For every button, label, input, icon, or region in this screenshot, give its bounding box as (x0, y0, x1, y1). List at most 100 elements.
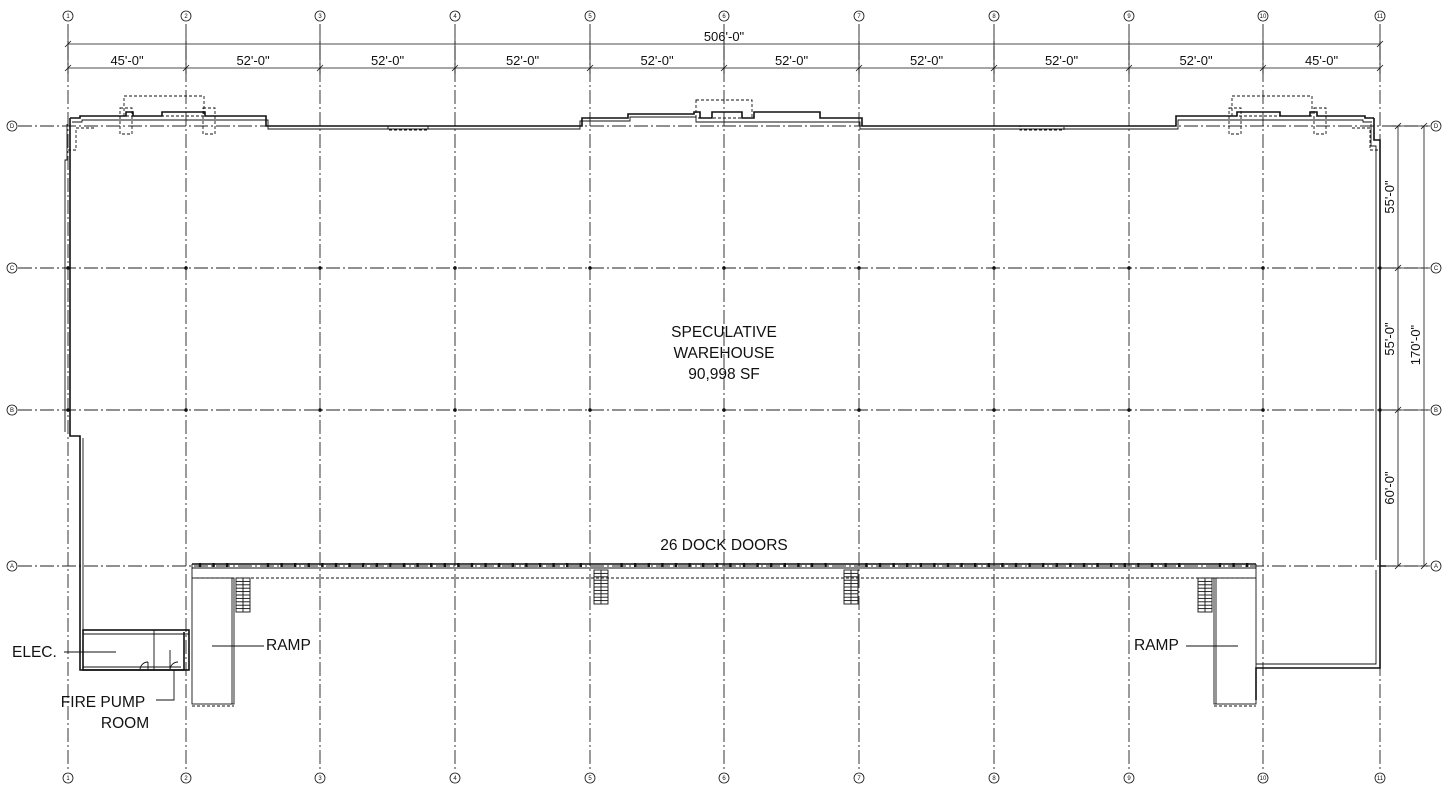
grid-bubble-bottom-8-text: 8 (992, 776, 996, 782)
grid-bubble-top-2-text: 2 (184, 14, 188, 20)
dock-door-tick (1232, 563, 1235, 567)
grid-bubble-left-B-text: B (10, 408, 14, 414)
grid-bubble-left-D-circle (6, 120, 18, 132)
grid-bubble-bottom-2-text: 2 (184, 776, 188, 782)
dock-door-tick (729, 563, 732, 567)
grid-bubble-top-3-text: 3 (318, 14, 322, 20)
dock-door-tick (1137, 563, 1140, 567)
dock-door-tick (579, 563, 582, 567)
dock-door-tick (674, 563, 678, 567)
grid-bubble-top-1-text: 1 (66, 14, 70, 20)
grid-bubble-top-7-circle (853, 10, 865, 22)
grid-dot (453, 408, 457, 412)
grid-bubble-bottom-3-circle (314, 772, 326, 784)
dock-door-tick (933, 563, 936, 567)
dock-door-tick (688, 563, 691, 567)
grid-bubble-right-C-text: C (1434, 266, 1439, 272)
dock-door-tick (919, 563, 922, 567)
dock-door-tick (797, 563, 800, 567)
dock-door-tick (416, 563, 419, 567)
dock-door-tick (974, 563, 977, 567)
side-bay-dim-text-2: 55'-0" (1382, 322, 1397, 356)
dock-door-tick (1218, 563, 1222, 567)
grid-dot (1261, 408, 1265, 412)
overall-dim-text: 506'-0" (704, 29, 745, 44)
grid-dot (66, 266, 70, 270)
bay-dim-text-6: 52'-0" (775, 53, 809, 68)
grid-dot (1127, 266, 1131, 270)
dock-door-tick (946, 563, 950, 567)
grid-bubble-left-C-circle (6, 262, 18, 274)
grid-bubble-bottom-3-text: 3 (318, 776, 322, 782)
grid-bubble-top-10-circle (1257, 10, 1269, 22)
grid-bubble-right-B-circle (1430, 404, 1442, 416)
bay-dim-text-2: 52'-0" (236, 53, 270, 68)
grid-dot (66, 408, 70, 412)
dock-door-tick (484, 563, 487, 567)
grid-bubble-top-9-text: 9 (1127, 14, 1131, 20)
grid-bubble-top-5-text: 5 (588, 14, 592, 20)
grid-bubble-right-D-circle (1430, 120, 1442, 132)
elec-room-label: ELEC. (12, 644, 57, 661)
dock-door-tick (1001, 563, 1004, 567)
dock-door-tick (824, 563, 827, 567)
dock-door-tick (226, 563, 229, 567)
grid-bubble-top-2-circle (180, 10, 192, 22)
dock-door-tick (443, 563, 446, 567)
grid-dot (857, 408, 861, 412)
grid-bubble-bottom-4-circle (449, 772, 461, 784)
grid-bubble-top-4-text: 4 (453, 14, 457, 20)
dock-door-tick (212, 563, 215, 567)
grid-bubble-top-4-circle (449, 10, 461, 22)
bay-dim-text-3: 52'-0" (371, 53, 405, 68)
bay-dim-text-5: 52'-0" (640, 53, 674, 68)
grid-bubble-bottom-11-text: 11 (1377, 776, 1384, 782)
dock-door-tick (348, 563, 351, 567)
dock-door-tick (1055, 563, 1058, 567)
dock-door-tick (402, 563, 406, 567)
grid-bubble-bottom-9-circle (1123, 772, 1135, 784)
grid-bubble-bottom-9-text: 9 (1127, 776, 1131, 782)
dock-door-tick (566, 563, 569, 567)
grid-dot (318, 266, 322, 270)
dock-door-tick (647, 563, 650, 567)
ramp-right-label: RAMP (1134, 637, 1179, 654)
dock-door-tick (1164, 563, 1167, 567)
dock-door-tick (470, 563, 474, 567)
grid-bubble-top-8-circle (988, 10, 1000, 22)
grid-bubble-left-D-text: D (10, 124, 15, 130)
grid-dot (318, 408, 322, 412)
dock-door-tick (266, 563, 270, 567)
grid-bubble-left-B-circle (6, 404, 18, 416)
grid-bubble-top-11-circle (1374, 10, 1386, 22)
dock-door-tick (661, 563, 664, 567)
dock-door-tick (334, 563, 338, 567)
dock-door-tick (634, 563, 637, 567)
grid-bubble-top-5-circle (584, 10, 596, 22)
dock-door-tick (457, 563, 460, 567)
grid-dot (588, 266, 592, 270)
ramp-left-label: RAMP (266, 637, 311, 654)
dock-stairs (235, 569, 1213, 613)
warehouse-area: 90,998 SF (688, 366, 760, 383)
bay-dim-text-4: 52'-0" (506, 53, 540, 68)
dock-door-tick (742, 563, 746, 567)
grid-dot (453, 266, 457, 270)
dock-door-tick (770, 563, 773, 567)
dock-door-tick (1082, 563, 1086, 567)
bay-dim-text-10: 45'-0" (1305, 53, 1339, 68)
grid-dot (184, 408, 188, 412)
grid-bubble-bottom-8-circle (988, 772, 1000, 784)
warehouse-name-line2: WAREHOUSE (673, 345, 774, 362)
grid-bubble-bottom-10-text: 10 (1260, 776, 1267, 782)
grid-bubble-bottom-7-text: 7 (857, 776, 861, 782)
grid-dot (722, 408, 726, 412)
room-labels: SPECULATIVE WAREHOUSE 90,998 SF 26 DOCK … (12, 324, 1179, 732)
dock-door-tick (1150, 563, 1154, 567)
grid-lines (18, 24, 1428, 772)
grid-bubble-right-D-text: D (1434, 124, 1439, 130)
dock-door-tick (865, 563, 868, 567)
grid-bubble-left-A-text: A (10, 564, 14, 570)
grid-bubble-right-B-text: B (1434, 408, 1438, 414)
